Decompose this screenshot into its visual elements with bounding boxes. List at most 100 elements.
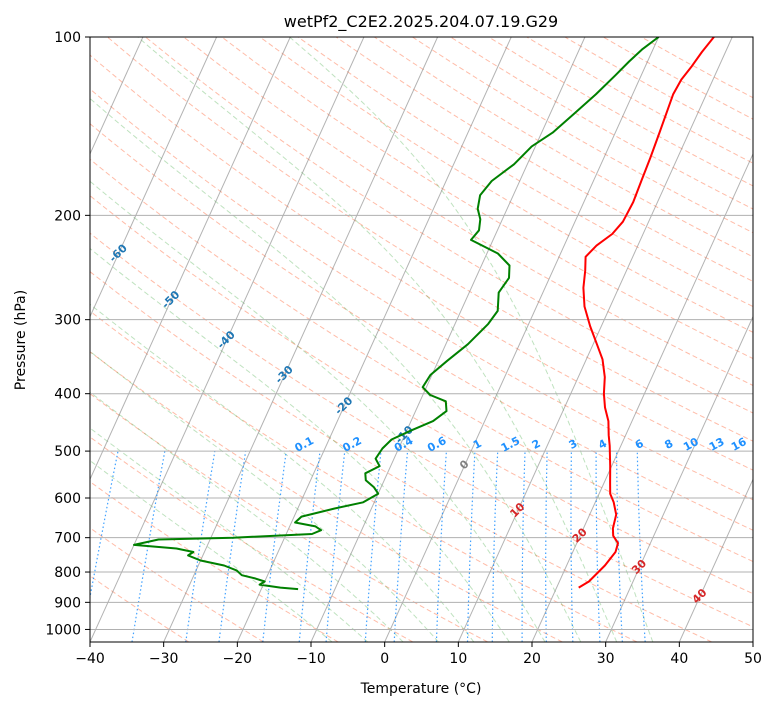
mixing-ratio-line	[491, 451, 499, 642]
background-lines	[0, 37, 753, 642]
y-tick-label: 200	[54, 208, 81, 224]
y-tick-label: 700	[54, 531, 81, 547]
mixing-ratio-label: 0.2	[340, 434, 363, 455]
isotherm-line	[0, 37, 69, 642]
dry-adiabat	[90, 393, 488, 642]
mixing-ratio-label: 16	[729, 435, 749, 454]
dry-adiabat	[297, 37, 753, 308]
moist-adiabat	[90, 459, 333, 642]
y-axis-ticks: 100 200 300 400 500 600 700 800 900 1000	[45, 30, 90, 638]
dry-adiabat	[526, 37, 753, 164]
x-tick-label: −30	[149, 651, 179, 667]
y-tick-label: 800	[54, 565, 81, 581]
mixing-ratio-label: 6	[633, 437, 646, 452]
mixing-ratio-line	[570, 451, 574, 642]
isotherm-line	[678, 478, 753, 642]
y-tick-label: 1000	[45, 622, 81, 638]
temperature-profile-line	[578, 37, 715, 589]
isotherm-label: -20	[332, 394, 355, 417]
dry-adiabat	[90, 271, 712, 642]
isotherm-line	[752, 640, 753, 642]
moist-adiabat	[289, 37, 654, 642]
mixing-ratio-line	[298, 451, 321, 642]
moist-adiabat	[90, 180, 546, 642]
dry-adiabat	[90, 232, 753, 628]
dry-adiabat	[90, 351, 563, 642]
dry-adiabat	[90, 158, 753, 563]
x-tick-label: 20	[523, 651, 541, 667]
mixing-ratio-line	[325, 451, 346, 642]
mixing-ratio-line	[185, 451, 216, 642]
mixing-ratio-label: 8	[662, 437, 675, 452]
x-tick-label: 40	[670, 651, 688, 667]
mixing-ratio-label: 13	[707, 435, 727, 454]
dry-adiabat	[90, 310, 638, 642]
moist-adiabat	[90, 427, 369, 642]
dry-adiabat	[488, 37, 753, 187]
x-tick-label: −20	[223, 651, 253, 667]
mixing-ratio-line	[262, 451, 287, 642]
isotherm-line	[163, 37, 439, 642]
chart-title: wetPf2_C2E2.2025.204.07.19.G29	[284, 12, 558, 32]
y-axis-title: Pressure (hPa)	[13, 290, 29, 390]
mixing-ratio-line	[90, 450, 119, 601]
plot-frame	[89, 36, 754, 643]
mixing-ratio-label: 1	[471, 437, 484, 452]
mixing-ratio-label: 2	[530, 437, 543, 452]
isotherm-line	[90, 37, 291, 481]
isotherm-line	[310, 37, 586, 642]
y-tick-label: 600	[54, 491, 81, 507]
dry-adiabat	[90, 481, 339, 642]
dry-adiabat	[221, 37, 753, 360]
dry-adiabat	[145, 37, 753, 414]
mixing-ratio-line	[521, 451, 526, 642]
isotherm-line	[90, 37, 144, 156]
isotherm-label: 10	[507, 500, 527, 520]
isotherm-label: 30	[629, 557, 649, 577]
mixing-ratio-labels: 0.10.20.40.611.52346810131620253036	[293, 434, 775, 455]
mixing-ratio-line	[218, 451, 247, 642]
moist-adiabat	[90, 391, 404, 642]
isotherm-label: 0	[457, 457, 472, 472]
dry-adiabat	[183, 37, 753, 387]
x-tick-label: −10	[296, 651, 326, 667]
dry-adiabat	[90, 195, 753, 595]
moist-adiabat	[90, 303, 475, 642]
mixing-ratio-label: 4	[596, 437, 609, 452]
moist-adiabat	[137, 37, 618, 642]
mixing-ratio-line	[595, 451, 601, 642]
x-tick-label: −40	[75, 651, 105, 667]
moist-adiabat	[90, 97, 582, 642]
isotherm-line	[236, 37, 512, 642]
y-tick-label: 500	[54, 444, 81, 460]
x-tick-label: 50	[744, 651, 762, 667]
sounding-series	[133, 37, 715, 591]
mixing-ratio-label: 0.1	[293, 434, 316, 455]
x-tick-label: 0	[380, 651, 389, 667]
mixing-ratio-line	[435, 451, 447, 642]
x-tick-label: 10	[449, 651, 467, 667]
y-tick-label: 300	[54, 313, 81, 329]
isotherm-label: 40	[690, 586, 710, 606]
y-tick-label: 100	[54, 30, 81, 46]
x-axis-ticks: −40 −30 −20 −10 0 10 20 30 40 50	[75, 642, 762, 667]
mixing-ratio-line	[636, 451, 646, 642]
dry-adiabat	[90, 88, 753, 501]
dry-adiabat	[602, 37, 753, 120]
moist-adiabat	[90, 247, 510, 642]
dry-adiabat	[90, 436, 414, 642]
isotherm-label: -80	[3, 146, 26, 169]
isotherm-line	[90, 37, 365, 642]
isotherm-line	[605, 315, 753, 642]
isotherm-label: -50	[159, 288, 182, 311]
mixing-ratio-line	[545, 451, 548, 642]
mixing-ratio-label: 10	[681, 435, 701, 454]
mixing-ratio-label: 20	[755, 435, 775, 454]
x-axis-title: Temperature (°C)	[360, 681, 482, 697]
pressure-grid	[90, 37, 753, 630]
isotherm-line	[90, 37, 218, 318]
y-tick-label: 900	[54, 595, 81, 611]
dewpoint-profile-line	[133, 37, 660, 591]
